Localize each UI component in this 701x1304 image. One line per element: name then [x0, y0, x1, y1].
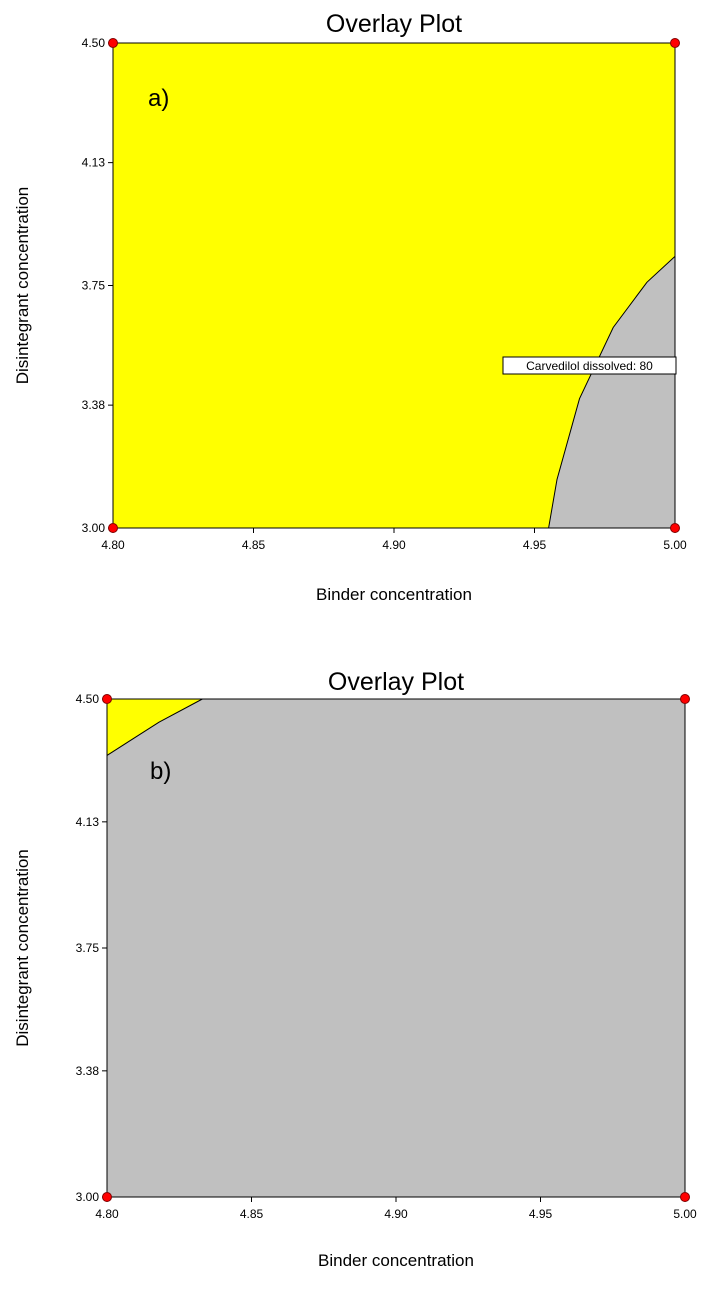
y-tick-label: 3.00	[76, 1190, 100, 1204]
infeasible-region	[107, 699, 685, 1197]
x-tick-label: 4.90	[382, 538, 406, 552]
y-tick-label: 4.50	[82, 36, 106, 50]
chart-panel-a: 4.80 4.85 4.90 4.95 5.00 3.00 3.38 3.75 4.13 4.50…	[13, 10, 687, 604]
chart-title: Overlay Plot	[328, 668, 464, 696]
design-point	[102, 1192, 112, 1202]
contour-label-text: Carvedilol dissolved: 80	[526, 359, 653, 373]
panel-label: b)	[150, 758, 171, 785]
x-tick-label: 4.80	[95, 1207, 119, 1221]
x-axis-label: Binder concentration	[318, 1251, 474, 1270]
design-point	[108, 523, 118, 533]
contour-label: Carvedilol dissolved: 80	[502, 356, 677, 375]
panel-label: a)	[148, 85, 169, 112]
y-tick-label: 4.13	[82, 156, 106, 170]
design-point	[102, 694, 112, 704]
y-tick-label: 3.75	[76, 941, 100, 955]
y-tick-label: 3.00	[82, 521, 106, 535]
x-tick-label: 4.80	[101, 538, 125, 552]
y-tick-label: 4.13	[76, 815, 100, 829]
design-point	[680, 694, 690, 704]
chart-title: Overlay Plot	[326, 10, 462, 38]
y-tick-label: 3.38	[76, 1064, 100, 1078]
y-tick-label: 4.50	[76, 692, 100, 706]
x-axis-label: Binder concentration	[316, 585, 472, 604]
design-point	[108, 38, 118, 48]
x-tick-label: 5.00	[673, 1207, 697, 1221]
feasible-region	[107, 699, 203, 756]
y-axis-label: Disintegrant concentration	[13, 849, 32, 1047]
chart-panel-b: 4.80 4.85 4.90 4.95 5.00 3.00 3.38 3.75 4.13 4.50…	[13, 668, 697, 1270]
contour-boundary	[106, 698, 203, 756]
x-tick-label: 4.85	[240, 1207, 264, 1221]
y-tick-label: 3.38	[82, 398, 106, 412]
x-tick-label: 4.95	[529, 1207, 553, 1221]
x-tick-label: 4.95	[523, 538, 547, 552]
feasible-region	[113, 43, 675, 528]
contour-label-box	[502, 356, 677, 375]
x-tick-label: 4.85	[242, 538, 266, 552]
design-point	[670, 523, 680, 533]
x-tick-label: 5.00	[663, 538, 687, 552]
y-axis-label: Disintegrant concentration	[13, 187, 32, 385]
design-point	[680, 1192, 690, 1202]
design-point	[670, 38, 680, 48]
y-tick-label: 3.75	[82, 279, 106, 293]
x-tick-label: 4.90	[384, 1207, 408, 1221]
